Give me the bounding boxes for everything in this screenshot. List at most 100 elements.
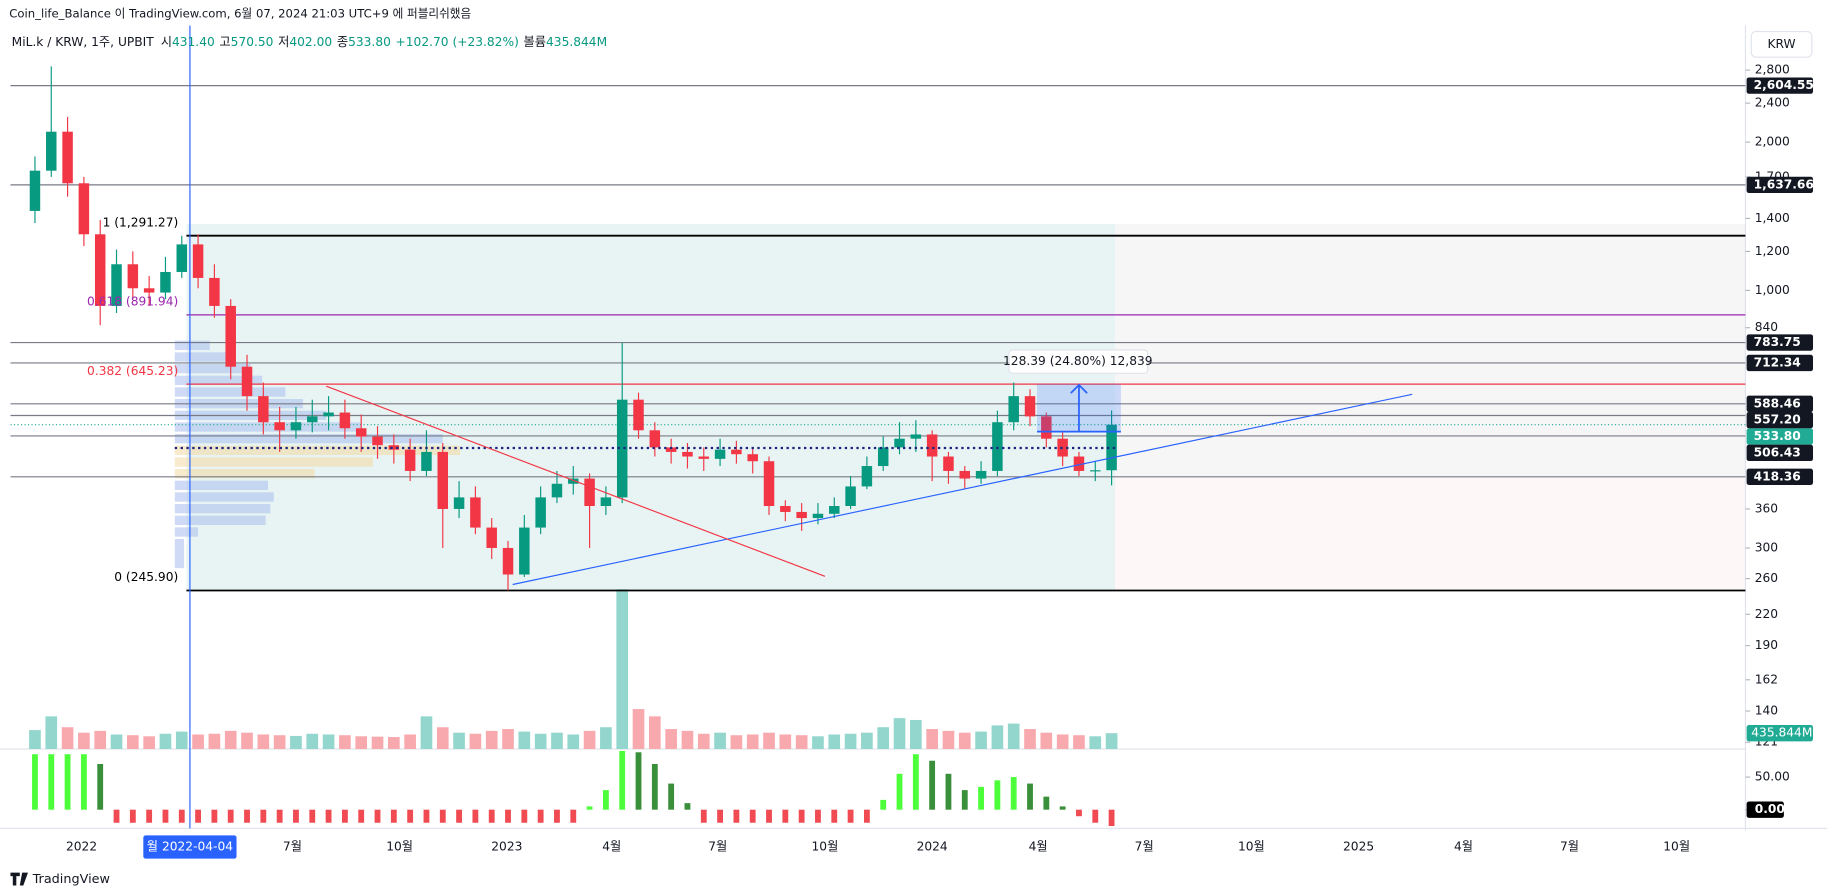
candle-body [616,399,628,498]
candle-body [812,513,824,519]
oscillator-bar [113,809,120,823]
level-label: 557.20 [1754,413,1801,427]
level-label-box [1746,428,1814,445]
volume-bar [1089,736,1102,749]
candle-body [225,305,236,367]
candle-body [192,244,204,278]
candle-body [290,422,302,431]
candle-body [258,396,269,423]
candle-body [307,416,318,423]
oscillator-bar [227,809,234,823]
oscillator-bar [32,754,38,810]
candle-body [796,511,807,519]
oscillator-bar [309,809,316,823]
oscillator-bar [407,809,414,823]
x-tick-label: 7월 [1560,839,1579,853]
oscillator-bar [211,809,218,823]
oscillator-pane [32,750,1115,826]
oscillator-bar [341,809,348,823]
currency-label[interactable]: KRW [1768,37,1796,51]
volume-bar [29,730,41,749]
volume-bar [942,730,955,749]
oscillator-bar [1076,809,1082,817]
candle-body [1073,456,1085,471]
candle-body [46,131,57,171]
volume-bar [534,733,547,749]
oscillator-bar [162,809,169,823]
oscillator-bar [260,809,267,823]
volume-bar [1024,729,1036,749]
currency-button[interactable] [1750,30,1813,58]
trend-line [326,385,826,577]
x-tick-label: 10월 [812,839,839,853]
volume-bar [355,736,368,749]
y-tick-label: 260 [1755,571,1778,585]
candle-body [339,412,351,429]
volume-bar [926,729,938,749]
profile-row [174,387,286,397]
x-tick-label: 4월 [1029,839,1048,853]
volume-bar [175,731,188,749]
candle-body [747,454,758,462]
y-tick-label: 1,400 [1755,211,1790,225]
x-tick-label: 10월 [1238,839,1265,853]
oscillator-bar [978,786,984,810]
oscillator-bar [586,806,593,810]
candle-body [453,497,465,509]
oscillator-bar [390,809,397,823]
oscillator-bar [195,809,201,823]
volume-bar [78,732,90,749]
level-label: 506.43 [1754,445,1801,459]
level-lines [10,85,1746,592]
volume-bar [861,732,873,749]
profile-row [174,515,266,525]
brand: TradingView [32,872,110,887]
candle-body [568,478,579,484]
x-tick-label: 10월 [1663,839,1690,853]
volume-bar [600,727,612,749]
axes: 2,8002,4002,0001,7001,4001,2001,00084036… [66,63,1814,859]
oscillator-bar [945,773,952,810]
y-tick-label: 2,400 [1755,96,1790,110]
y-tick-label: 1,200 [1755,244,1790,258]
level-label-box [1746,176,1814,194]
measure-arrow-head [1070,383,1088,394]
candles [29,66,1117,591]
volume-bar [991,725,1004,749]
volume-bar [371,736,384,749]
oscillator-bar [178,809,185,823]
oscillator-bar [651,764,658,810]
candle-body [649,430,661,448]
x-tick-label: 2025 [1343,839,1374,853]
oscillator-bar [488,809,495,823]
brand-logo [10,872,28,886]
candle-body [209,277,220,306]
candle-body [535,497,546,528]
level-label-box [1746,444,1814,462]
oscillator-bar [276,809,283,823]
profile-row [174,445,461,455]
trend-line [512,393,1413,586]
candle-body [992,422,1003,471]
x-tick-label: 10월 [386,839,413,853]
candle-body [160,271,171,293]
candle-body [698,456,710,459]
oscillator-bar [1059,806,1066,810]
volume-bar [127,735,139,749]
volume-bar [306,733,319,749]
candle-body [894,438,905,448]
volume-bar [224,730,237,749]
drawings: 128.39 (24.80%) 12,839 1 (1,291.27) 0.618… [87,25,1413,829]
volume-bar [290,735,302,749]
profile-row [174,364,251,374]
oscillator-bar [749,809,756,823]
candle-body [959,470,971,479]
candle-body [926,434,938,457]
volume-bar [257,734,270,749]
y-tick-label: 220 [1755,607,1778,621]
y-tick-label: 360 [1755,501,1778,515]
oscillator-bar [1043,796,1050,810]
publish-info: Coin_life_Balance 이 TradingView.com, 6월 … [9,6,471,20]
candle-body [943,456,954,471]
x-tick-label: 7월 [283,839,302,853]
